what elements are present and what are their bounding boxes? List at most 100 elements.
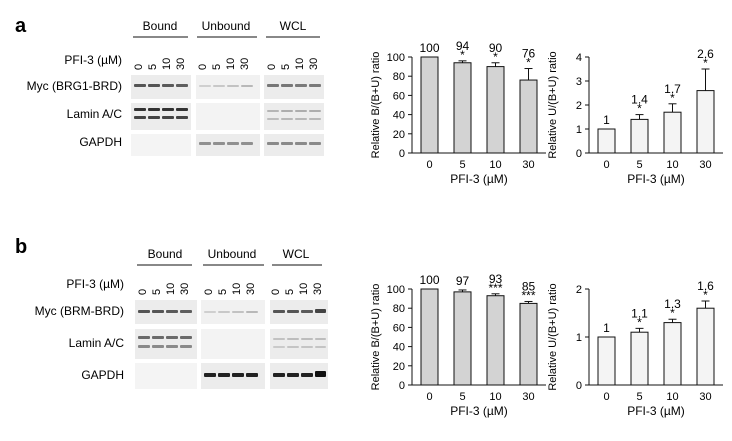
blot-band xyxy=(166,345,178,348)
x-axis-label: PFI-3 (µM) xyxy=(627,172,685,186)
blot-band xyxy=(138,336,150,339)
dose-label: 5 xyxy=(284,289,296,295)
bar xyxy=(630,331,649,386)
value-label: 1.1 xyxy=(631,306,648,320)
x-tick-label: 10 xyxy=(489,391,501,403)
x-tick-label: 5 xyxy=(459,391,465,403)
dose-labels-bound: 0 5 10 30 xyxy=(133,58,187,70)
x-tick-label: 10 xyxy=(489,159,501,171)
value-label: 100 xyxy=(419,41,439,55)
blot-band xyxy=(134,108,146,111)
blot-band xyxy=(232,311,244,313)
dose-label: 5 xyxy=(211,64,223,70)
blot-row-label: Myc (BRG1-BRD) xyxy=(27,79,122,93)
blot-band xyxy=(180,345,192,348)
y-tick-label: 2 xyxy=(576,100,582,112)
blot-band xyxy=(204,373,216,377)
blot-band xyxy=(134,84,146,87)
blot-band xyxy=(295,142,307,145)
blot-band xyxy=(199,142,211,145)
blot-band xyxy=(199,85,211,87)
dose-label: 30 xyxy=(179,283,191,295)
significance-marker: * xyxy=(670,91,675,105)
blot-band xyxy=(246,373,258,377)
blot-band xyxy=(273,346,285,348)
blot-band xyxy=(287,338,299,340)
significance-marker: * xyxy=(670,306,675,320)
bar xyxy=(663,111,682,154)
treatment-label: PFI-3 (µM) xyxy=(64,53,122,67)
x-axis-label: PFI-3 (µM) xyxy=(627,404,685,418)
panel-b-letter: b xyxy=(15,236,27,258)
y-tick-label: 20 xyxy=(393,361,405,373)
dose-labels-unbound: 0 5 10 30 xyxy=(197,58,251,70)
blot-row-label: Lamin A/C xyxy=(67,107,123,121)
y-tick-label: 80 xyxy=(393,71,405,83)
bar xyxy=(519,302,538,386)
blot-band xyxy=(301,346,313,348)
blot-strip-lamin xyxy=(135,329,328,359)
y-tick-label: 40 xyxy=(393,342,405,354)
y-tick-label: 1 xyxy=(576,332,582,344)
x-tick-label: 10 xyxy=(666,159,678,171)
value-label: 94 xyxy=(456,39,470,53)
blot-band xyxy=(166,310,178,313)
dose-label: 5 xyxy=(151,289,163,295)
dose-label: 5 xyxy=(217,289,229,295)
dose-label: 0 xyxy=(266,64,278,70)
dose-label: 0 xyxy=(203,289,215,295)
bar xyxy=(630,118,649,154)
blot-band xyxy=(176,108,188,111)
y-tick-label: 100 xyxy=(387,284,405,296)
blot-band xyxy=(227,142,239,145)
x-tick-label: 30 xyxy=(522,391,534,403)
dose-labels-unbound: 0 5 10 30 xyxy=(203,283,257,295)
blot-band xyxy=(281,142,293,145)
blot-band xyxy=(176,84,188,87)
blot-band xyxy=(309,110,321,112)
x-tick-label: 5 xyxy=(636,391,642,403)
bar xyxy=(663,322,682,386)
blot-band xyxy=(148,116,160,119)
blot-band xyxy=(162,108,174,111)
blot-band xyxy=(267,118,279,120)
y-axis-label: Relative B/(B+U) ratio xyxy=(370,52,382,159)
group-label-unbound: Unbound xyxy=(202,19,251,33)
blot-band xyxy=(241,142,253,145)
blot-band xyxy=(309,142,321,145)
treatment-label: PFI-3 (µM) xyxy=(66,277,124,291)
x-tick-label: 10 xyxy=(666,391,678,403)
blot-band xyxy=(287,310,299,313)
y-tick-label: 0 xyxy=(399,148,405,160)
bar xyxy=(696,90,715,154)
dose-labels-bound: 0 5 10 30 xyxy=(137,283,191,295)
dose-label: 10 xyxy=(294,58,306,70)
blot-strip-gapdh xyxy=(131,134,324,156)
y-axis-label: Relative U/(B+U) ratio xyxy=(547,51,559,158)
blot-band xyxy=(309,84,321,87)
blot-band xyxy=(273,373,285,377)
group-label-unbound: Unbound xyxy=(208,247,257,261)
blot-strip-gapdh xyxy=(135,363,328,389)
group-label-bound: Bound xyxy=(143,19,178,33)
blot-band xyxy=(281,118,293,120)
group-label-bound: Bound xyxy=(148,247,183,261)
significance-marker: * xyxy=(637,315,642,329)
y-axis-label: Relative B/(B+U) ratio xyxy=(370,284,382,391)
bar xyxy=(420,56,439,154)
x-tick-label: 5 xyxy=(636,159,642,171)
y-tick-label: 4 xyxy=(576,52,582,64)
bar xyxy=(597,128,616,154)
significance-marker: *** xyxy=(488,281,502,295)
value-label: 93 xyxy=(489,272,503,286)
bar xyxy=(420,288,439,386)
x-tick-label: 30 xyxy=(699,159,711,171)
blot-band xyxy=(213,85,225,87)
blot-band xyxy=(152,345,164,348)
x-tick-label: 0 xyxy=(426,159,432,171)
dose-label: 10 xyxy=(231,283,243,295)
blot-band xyxy=(162,116,174,119)
value-label: 100 xyxy=(419,273,439,287)
